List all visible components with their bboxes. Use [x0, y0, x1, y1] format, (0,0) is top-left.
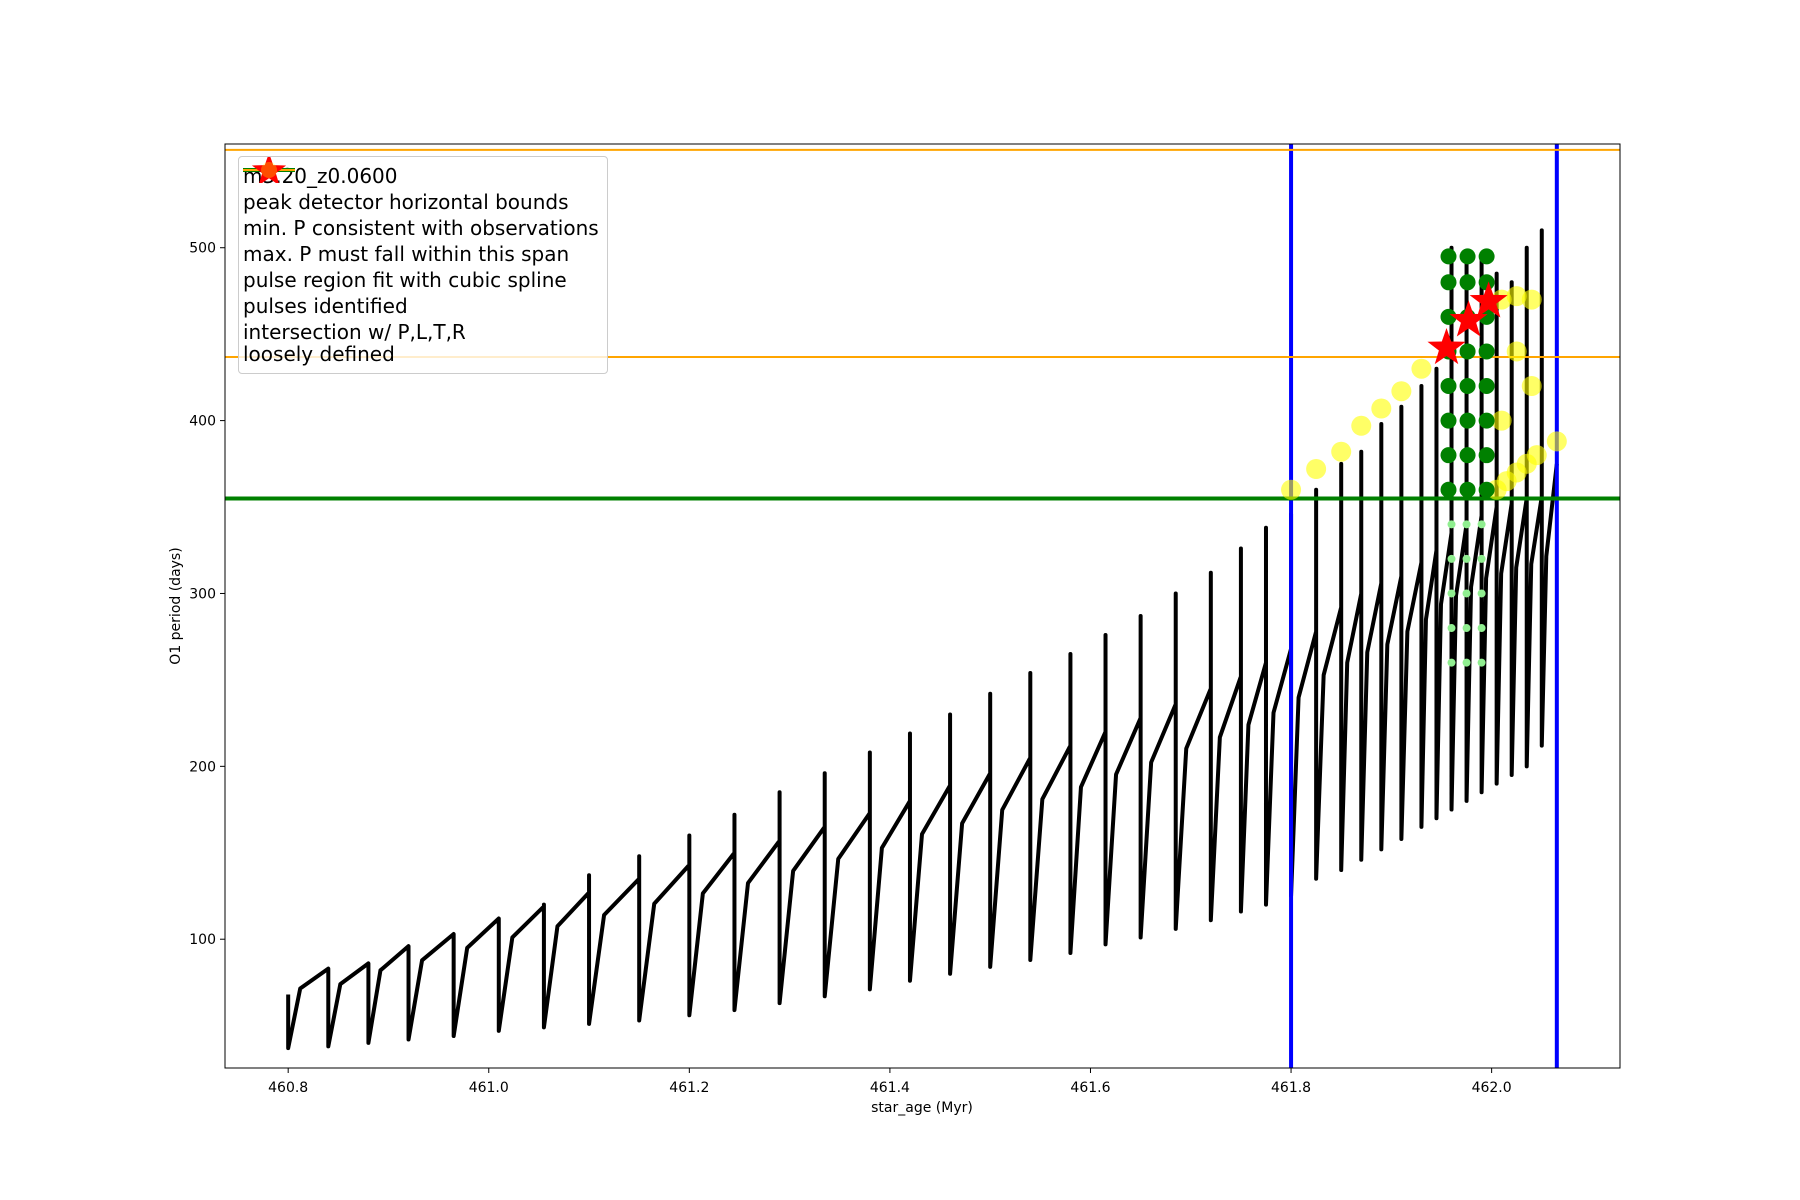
- legend-swatch: [251, 157, 287, 183]
- point: [1459, 412, 1476, 429]
- star-marker: [1469, 281, 1508, 318]
- point: [1477, 624, 1486, 633]
- y-tick-label: 300: [189, 586, 216, 602]
- point: [1526, 445, 1547, 466]
- axes-frame: [224, 143, 1621, 1069]
- point: [1521, 376, 1542, 397]
- point: [1462, 658, 1471, 667]
- point: [1462, 554, 1471, 563]
- y-tick-label: 400: [189, 414, 216, 430]
- point: [1477, 589, 1486, 598]
- point: [1440, 248, 1457, 265]
- point: [1478, 274, 1495, 291]
- point: [1478, 481, 1495, 498]
- point: [1478, 248, 1495, 265]
- point: [1462, 520, 1471, 529]
- point: [1477, 554, 1486, 563]
- legend-entry: peak detector horizontal bounds: [243, 168, 599, 214]
- point: [1459, 378, 1476, 395]
- legend-label: intersection w/ P,L,T,R loosely defined: [243, 320, 466, 366]
- y-tick-label: 500: [189, 241, 216, 257]
- point: [1478, 447, 1495, 464]
- point: [1478, 378, 1495, 395]
- legend-symbol: [251, 157, 287, 183]
- legend-entry: intersection w/ P,L,T,R loosely defined: [243, 162, 599, 366]
- point: [1440, 274, 1457, 291]
- legend-label: pulses identified: [243, 294, 408, 318]
- x-tick-label: 461.6: [1070, 1080, 1110, 1096]
- x-tick-label: 461.0: [469, 1080, 509, 1096]
- point: [1440, 481, 1457, 498]
- point: [1440, 412, 1457, 429]
- y-tick-label: 100: [189, 932, 216, 948]
- point: [1440, 447, 1457, 464]
- point: [1459, 481, 1476, 498]
- point: [1306, 458, 1327, 479]
- y-tick-label: 200: [189, 759, 216, 775]
- star-marker: [1449, 300, 1488, 337]
- x-axis-label: star_age (Myr): [871, 1100, 973, 1116]
- legend-symbol: [261, 162, 277, 178]
- x-tick-label: 461.4: [870, 1080, 910, 1096]
- point: [1371, 398, 1392, 419]
- point: [1478, 343, 1495, 360]
- point: [1506, 286, 1527, 307]
- x-tick-label: 461.2: [669, 1080, 709, 1096]
- point: [1491, 410, 1512, 431]
- point: [1351, 415, 1372, 436]
- legend-entry: min. P consistent with observations: [243, 168, 599, 240]
- point: [1546, 431, 1567, 452]
- point: [1447, 589, 1456, 598]
- point: [1477, 658, 1486, 667]
- point: [1459, 343, 1476, 360]
- legend-label: min. P consistent with observations: [243, 216, 599, 240]
- point: [1447, 624, 1456, 633]
- star-marker: [1427, 327, 1466, 365]
- x-tick-label: 462.0: [1472, 1080, 1512, 1096]
- point: [1281, 479, 1302, 500]
- point: [1447, 520, 1456, 529]
- point: [1411, 358, 1432, 379]
- legend-label: pulse region fit with cubic spline: [243, 268, 567, 292]
- legend-entry: max. P must fall within this span: [243, 169, 599, 266]
- point: [1521, 289, 1542, 310]
- plot-area: [225, 144, 1620, 1068]
- legend-label: max. P must fall within this span: [243, 242, 570, 266]
- point: [1391, 381, 1412, 402]
- point: [1462, 624, 1471, 633]
- point: [1459, 447, 1476, 464]
- legend-entry: pulses identified: [243, 157, 599, 318]
- point: [1440, 308, 1457, 325]
- legend: m3.20_z0.0600 peak detector horizontal bo…: [238, 156, 608, 374]
- x-tick-label: 460.8: [268, 1080, 308, 1096]
- point: [1331, 441, 1352, 462]
- y-axis-label: O1 period (days): [168, 547, 184, 664]
- point: [1440, 378, 1457, 395]
- x-tick-label: 461.8: [1271, 1080, 1311, 1096]
- point: [1477, 520, 1486, 529]
- legend-entry: pulse region fit with cubic spline: [243, 166, 599, 292]
- point: [1459, 274, 1476, 291]
- point: [1459, 248, 1476, 265]
- point: [1462, 589, 1471, 598]
- point: [1447, 554, 1456, 563]
- point: [1506, 341, 1527, 362]
- legend-label: peak detector horizontal bounds: [243, 190, 569, 214]
- point: [1478, 412, 1495, 429]
- data-line: [286, 228, 1559, 1051]
- legend-swatch: [261, 162, 277, 178]
- point: [1447, 658, 1456, 667]
